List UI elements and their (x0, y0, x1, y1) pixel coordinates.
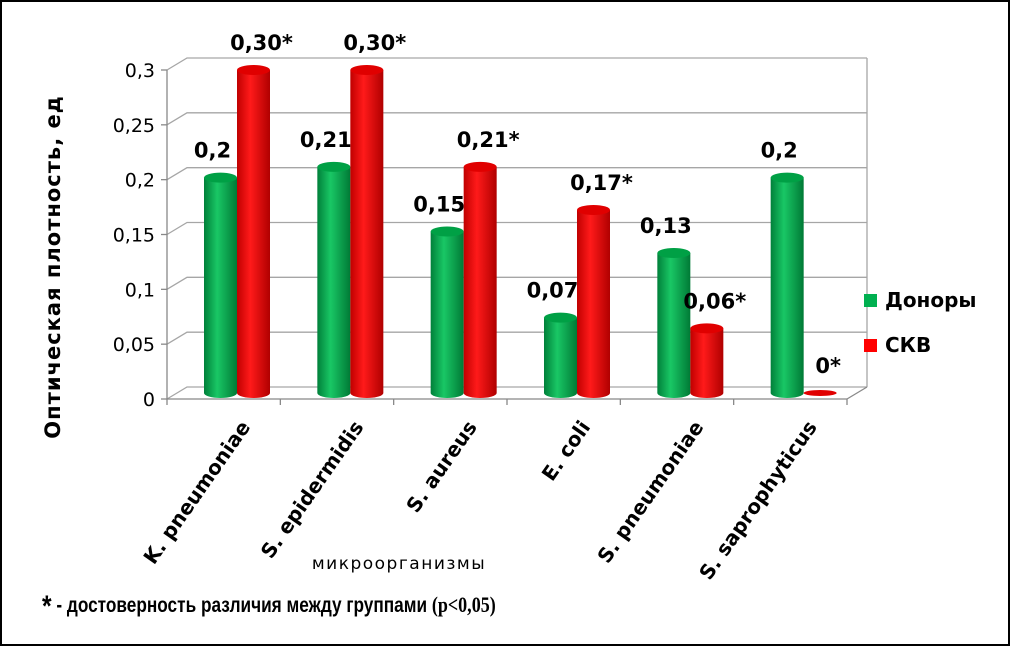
y-tick-label: 0,3 (125, 60, 155, 82)
data-label: 0,30* (343, 31, 406, 55)
bar-top (350, 65, 384, 75)
x-tick-label: S. saprophyticus (694, 416, 822, 584)
x-tick-label: E. coli (537, 416, 595, 485)
floor-edge (846, 386, 868, 400)
x-axis-title: микроорганизмы (312, 554, 486, 574)
data-label: 0* (815, 354, 841, 378)
y-tick-label: 0,2 (125, 170, 155, 192)
bar-donors (430, 231, 464, 399)
bar-donors (657, 253, 691, 399)
gridline (166, 167, 867, 181)
bar-top (544, 312, 577, 323)
y-tick-label: 0,25 (113, 115, 155, 137)
footnote-text: - достоверность различия между группами (51, 594, 432, 617)
gridline (166, 112, 867, 126)
bar-donors (544, 317, 577, 399)
gridline (166, 57, 867, 71)
bar-donors (317, 166, 351, 399)
bar-top (577, 204, 610, 215)
bar-top (463, 161, 497, 172)
bar-skv (803, 390, 837, 396)
gridline (166, 221, 867, 236)
data-label: 0,15 (413, 193, 465, 217)
legend-swatch (864, 294, 877, 307)
legend-label: Доноры (885, 288, 977, 312)
gridline (166, 276, 867, 290)
bar-top (690, 323, 724, 334)
bar-top (430, 226, 464, 237)
y-axis-title: Оптическая плотность, ед (41, 95, 65, 438)
gridline (166, 331, 867, 345)
y-tick-label: 0,15 (113, 225, 155, 247)
bar-skv (577, 209, 610, 399)
data-label: 0,21* (457, 128, 520, 152)
data-label: 0,07 (527, 279, 579, 303)
x-tick-label: S. epidermidis (256, 416, 369, 563)
data-label: 0,06* (683, 289, 746, 313)
bar-top (770, 172, 804, 183)
data-label: 0,2 (761, 139, 798, 163)
bar-donors (204, 177, 237, 399)
footnote-star: * (42, 590, 52, 623)
y-tick-label: 0,05 (113, 334, 155, 356)
data-label: 0,2 (194, 139, 231, 163)
bar-top (317, 161, 351, 172)
bar-skv (237, 70, 270, 398)
x-tick-label: K. pneumoniae (138, 416, 255, 568)
footnote-p-value: (p<0,05) (431, 592, 496, 617)
x-tick-label: S. pneumoniae (592, 416, 708, 567)
data-label: 0,17* (570, 171, 633, 195)
legend-label: СКВ (885, 333, 931, 357)
gridline (166, 386, 867, 400)
data-label: 0,30* (230, 31, 293, 55)
legend-swatch (864, 339, 877, 352)
bar-skv (690, 328, 724, 399)
bar-donors (770, 177, 804, 399)
y-tick-label: 0,1 (125, 279, 155, 301)
significance-footnote: * - достоверность различия между группам… (42, 590, 496, 624)
data-label: 0,21 (300, 128, 352, 152)
bar-skv (463, 166, 497, 399)
bar-skv (350, 70, 384, 399)
x-tick-label: S. aureus (401, 416, 482, 517)
y-tick-label: 0 (143, 389, 155, 411)
data-label: 0,13 (640, 214, 692, 238)
bar-top (204, 172, 237, 183)
bar-top (657, 248, 691, 259)
bar-top (237, 65, 270, 75)
